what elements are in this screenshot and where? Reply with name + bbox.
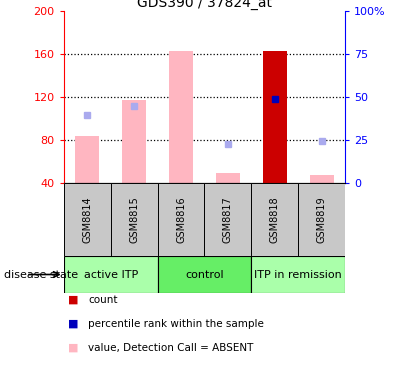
Bar [298, 183, 345, 256]
Bar [111, 183, 157, 256]
Bar [76, 136, 99, 183]
Bar [216, 173, 240, 183]
Text: value, Detection Call = ABSENT: value, Detection Call = ABSENT [88, 343, 254, 353]
Text: disease state: disease state [4, 269, 78, 280]
Text: GSM8815: GSM8815 [129, 196, 139, 243]
Bar [205, 183, 252, 256]
Text: GSM8814: GSM8814 [82, 196, 92, 243]
Bar [157, 183, 205, 256]
Bar [122, 100, 146, 183]
Text: active ITP: active ITP [83, 269, 138, 280]
Text: GSM8816: GSM8816 [176, 196, 186, 243]
Text: percentile rank within the sample: percentile rank within the sample [88, 319, 264, 329]
Text: control: control [185, 269, 224, 280]
Bar [252, 183, 298, 256]
Text: ■: ■ [68, 343, 79, 353]
Text: ■: ■ [68, 319, 79, 329]
Bar [157, 256, 252, 293]
Bar [263, 51, 286, 183]
Text: GSM8818: GSM8818 [270, 196, 280, 243]
Bar [169, 51, 193, 183]
Text: count: count [88, 295, 118, 305]
Text: ITP in remission: ITP in remission [254, 269, 342, 280]
Text: GSM8817: GSM8817 [223, 196, 233, 243]
Bar [252, 256, 345, 293]
Bar [64, 256, 157, 293]
Title: GDS390 / 37824_at: GDS390 / 37824_at [137, 0, 272, 10]
Text: ■: ■ [68, 295, 79, 305]
Bar [64, 183, 111, 256]
Text: GSM8819: GSM8819 [317, 196, 327, 243]
Bar [310, 175, 333, 183]
